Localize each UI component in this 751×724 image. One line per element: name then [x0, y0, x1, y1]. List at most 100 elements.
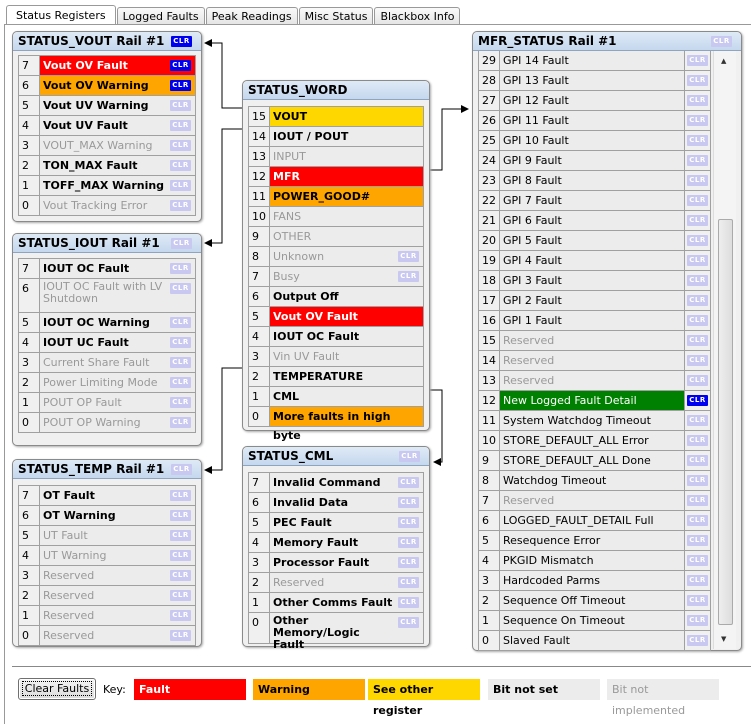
word-bit-list: 15 VOUT 14 IOUT / POUT 13 INPUT 12 MFR 11 POWER_G…: [248, 106, 424, 442]
clear-bit-button[interactable]: CLR: [687, 275, 708, 286]
clear-bit-button[interactable]: CLR: [687, 295, 708, 306]
clear-bit-button[interactable]: CLR: [398, 557, 419, 568]
clear-bit-button[interactable]: CLR: [398, 537, 419, 548]
bit-label: POUT OP Fault CLR: [40, 393, 196, 412]
clear-bit-button[interactable]: CLR: [170, 160, 191, 171]
clear-cell: CLR: [685, 531, 711, 550]
clear-bit-button[interactable]: CLR: [170, 510, 191, 521]
tab-status-registers[interactable]: Status Registers: [6, 5, 116, 25]
clear-bit-button[interactable]: CLR: [399, 451, 420, 462]
clear-bit-button[interactable]: CLR: [687, 615, 708, 626]
clear-bit-button[interactable]: CLR: [398, 477, 419, 488]
bit-row: 2 Reserved CLR: [249, 573, 424, 593]
clear-bit-button[interactable]: CLR: [171, 36, 192, 47]
clear-bit-button[interactable]: CLR: [687, 595, 708, 606]
bit-number: 3: [249, 347, 270, 366]
clear-bit-button[interactable]: CLR: [398, 577, 419, 588]
scrollbar-thumb[interactable]: [718, 219, 733, 625]
bit-row: 1 Reserved CLR: [19, 606, 196, 626]
clear-bit-button[interactable]: CLR: [398, 517, 419, 528]
clear-bit-button[interactable]: CLR: [170, 317, 191, 328]
scroll-up-arrow-icon[interactable]: ▲: [721, 57, 727, 65]
clear-bit-button[interactable]: CLR: [687, 215, 708, 226]
clear-bit-button[interactable]: CLR: [170, 180, 191, 191]
clear-bit-button[interactable]: CLR: [687, 95, 708, 106]
clear-bit-button[interactable]: CLR: [171, 464, 192, 475]
clear-bit-button[interactable]: CLR: [711, 36, 732, 47]
clear-bit-button[interactable]: CLR: [687, 175, 708, 186]
tab-blackbox-info[interactable]: Blackbox Info: [374, 7, 461, 25]
bit-row: 6 OT Warning CLR: [19, 506, 196, 526]
tab-misc-status[interactable]: Misc Status: [298, 7, 374, 25]
scroll-down-arrow-icon[interactable]: ▼: [721, 635, 727, 643]
bit-name: UT Fault: [43, 529, 88, 542]
bit-label: Vout UV Fault CLR: [40, 116, 196, 135]
clear-bit-button[interactable]: CLR: [687, 55, 708, 66]
clear-bit-button[interactable]: CLR: [687, 135, 708, 146]
bit-number: 8: [479, 471, 500, 490]
clear-bit-button[interactable]: CLR: [687, 635, 708, 646]
clear-bit-button[interactable]: CLR: [170, 100, 191, 111]
clear-bit-button[interactable]: CLR: [687, 235, 708, 246]
clear-bit-button[interactable]: CLR: [170, 263, 191, 274]
bit-number: 6: [19, 76, 40, 95]
clear-bit-button[interactable]: CLR: [687, 255, 708, 266]
bit-number: 0: [249, 613, 270, 643]
clear-bit-button[interactable]: CLR: [170, 550, 191, 561]
bit-label: Sequence Off Timeout: [500, 591, 685, 610]
clear-bit-button[interactable]: CLR: [687, 155, 708, 166]
clear-bit-button[interactable]: CLR: [687, 515, 708, 526]
clear-bit-button[interactable]: CLR: [687, 75, 708, 86]
clear-faults-button[interactable]: Clear Faults: [18, 678, 96, 700]
clear-bit-button[interactable]: CLR: [170, 630, 191, 641]
clear-bit-button[interactable]: CLR: [398, 597, 419, 608]
bit-label: Processor Fault CLR: [270, 553, 424, 572]
bit-row: 3 Hardcoded Parms CLR: [479, 571, 711, 591]
clear-bit-button[interactable]: CLR: [170, 610, 191, 621]
clear-bit-button[interactable]: CLR: [687, 395, 708, 406]
bit-number: 16: [479, 311, 500, 330]
clear-cell: CLR: [685, 151, 711, 170]
clear-bit-button[interactable]: CLR: [170, 200, 191, 211]
bit-label: GPI 11 Fault: [500, 111, 685, 130]
clear-bit-button[interactable]: CLR: [687, 575, 708, 586]
clear-bit-button[interactable]: CLR: [170, 490, 191, 501]
clear-bit-button[interactable]: CLR: [398, 617, 419, 628]
clear-bit-button[interactable]: CLR: [687, 335, 708, 346]
vertical-scrollbar[interactable]: ▲ ▼: [713, 51, 736, 649]
clear-bit-button[interactable]: CLR: [687, 355, 708, 366]
clear-bit-button[interactable]: CLR: [687, 195, 708, 206]
clear-bit-button[interactable]: CLR: [170, 337, 191, 348]
clear-bit-button[interactable]: CLR: [687, 555, 708, 566]
clear-bit-button[interactable]: CLR: [687, 495, 708, 506]
clear-bit-button[interactable]: CLR: [687, 535, 708, 546]
clear-bit-button[interactable]: CLR: [170, 397, 191, 408]
tab-peak-readings[interactable]: Peak Readings: [205, 7, 298, 25]
clear-bit-button[interactable]: CLR: [687, 115, 708, 126]
clear-bit-button[interactable]: CLR: [170, 590, 191, 601]
tab-logged-faults[interactable]: Logged Faults: [116, 7, 205, 25]
clear-bit-button[interactable]: CLR: [687, 455, 708, 466]
clear-bit-button[interactable]: CLR: [687, 475, 708, 486]
bit-name: GPI 11 Fault: [503, 114, 569, 127]
bit-number: 9: [249, 227, 270, 246]
clear-bit-button[interactable]: CLR: [170, 570, 191, 581]
clear-bit-button[interactable]: CLR: [687, 315, 708, 326]
clear-bit-button[interactable]: CLR: [170, 417, 191, 428]
clear-bit-button[interactable]: CLR: [170, 60, 191, 71]
clear-bit-button[interactable]: CLR: [171, 238, 192, 249]
clear-bit-button[interactable]: CLR: [170, 377, 191, 388]
clear-bit-button[interactable]: CLR: [170, 140, 191, 151]
clear-bit-button[interactable]: CLR: [687, 375, 708, 386]
clear-bit-button[interactable]: CLR: [170, 120, 191, 131]
clear-bit-button[interactable]: CLR: [170, 80, 191, 91]
clear-bit-button[interactable]: CLR: [398, 271, 419, 282]
clear-bit-button[interactable]: CLR: [170, 283, 191, 294]
clear-bit-button[interactable]: CLR: [398, 251, 419, 262]
clear-bit-button[interactable]: CLR: [687, 415, 708, 426]
clear-bit-button[interactable]: CLR: [170, 530, 191, 541]
clear-bit-button[interactable]: CLR: [170, 357, 191, 368]
clear-bit-button[interactable]: CLR: [398, 497, 419, 508]
bit-label: POWER_GOOD#: [270, 187, 424, 206]
clear-bit-button[interactable]: CLR: [687, 435, 708, 446]
